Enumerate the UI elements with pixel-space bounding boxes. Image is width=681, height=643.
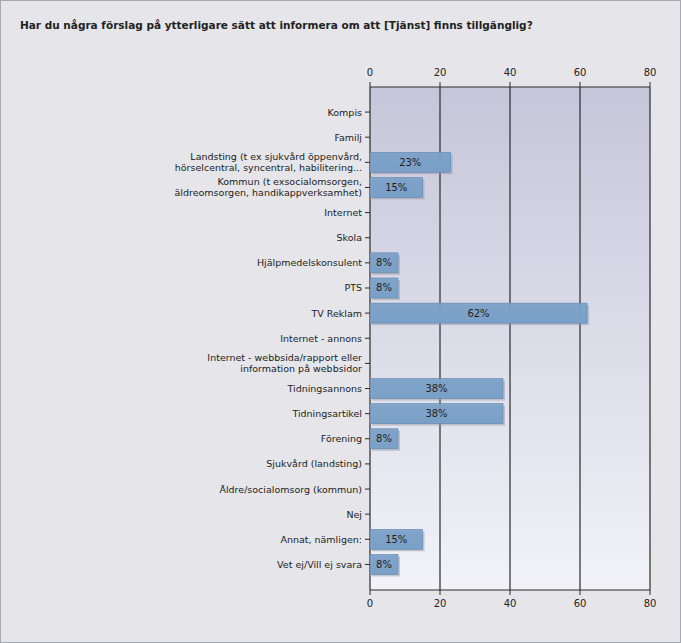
tick-top <box>510 82 511 87</box>
tick-label-top: 40 <box>504 67 517 78</box>
category-tick <box>365 237 370 238</box>
plot-area <box>370 87 650 590</box>
tick-label-bottom: 40 <box>504 598 517 609</box>
category-label: Tidningsannons <box>287 383 363 394</box>
tick-top <box>370 82 371 87</box>
category-tick <box>365 338 370 339</box>
category-label: Familj <box>334 132 362 143</box>
tick-bottom <box>580 590 581 595</box>
category-tick <box>365 388 370 389</box>
data-label: 8% <box>376 559 392 570</box>
chart: Har du några förslag på ytterligare sätt… <box>0 0 681 643</box>
category-label: Internet <box>324 207 362 218</box>
category-tick <box>365 187 370 188</box>
data-label: 15% <box>385 182 407 193</box>
category-tick <box>365 162 370 163</box>
grid-line <box>649 87 650 590</box>
data-label: 62% <box>467 308 489 319</box>
bar <box>370 203 371 223</box>
bar <box>370 529 423 549</box>
bar <box>370 404 503 424</box>
tick-top <box>440 82 441 87</box>
category-label: Hjälpmedelskonsulent <box>257 257 362 268</box>
bar <box>370 328 371 348</box>
grid-line <box>509 87 510 590</box>
data-labels: 23% 15% 8% 8% 62% 38% 38% 8% 15% 8% <box>376 157 490 570</box>
title: Har du några förslag på ytterligare sätt… <box>20 19 533 31</box>
tick-bottom <box>440 590 441 595</box>
category-tick <box>365 287 370 288</box>
tick-bottom <box>650 590 651 595</box>
category-tick <box>365 514 370 515</box>
data-label: 38% <box>425 408 447 419</box>
bar <box>370 127 371 147</box>
category-label: Tidningsartikel <box>291 408 362 419</box>
bar <box>370 102 371 122</box>
data-label: 23% <box>399 157 421 168</box>
category-tick <box>365 212 370 213</box>
category-tick <box>365 539 370 540</box>
tick-label-top: 0 <box>367 67 373 78</box>
category-tick <box>365 564 370 565</box>
category-label: Landsting (t ex sjukvård öppenvård,hörse… <box>175 151 362 173</box>
category-label: TV Reklam <box>310 308 362 319</box>
axis-top <box>370 87 650 88</box>
bar <box>370 228 371 248</box>
bar <box>370 278 398 298</box>
background <box>1 1 681 643</box>
bar <box>370 554 398 574</box>
bar <box>370 504 371 524</box>
category-tick <box>365 112 370 113</box>
category-label: Förening <box>321 433 362 444</box>
bar <box>370 454 371 474</box>
data-label: 8% <box>376 282 392 293</box>
category-tick <box>365 463 370 464</box>
tick-label-bottom: 20 <box>434 598 447 609</box>
tick-top <box>580 82 581 87</box>
bar <box>370 429 398 449</box>
data-label: 8% <box>376 433 392 444</box>
grid-line <box>579 87 580 590</box>
bar <box>370 303 587 323</box>
tick-bottom <box>370 590 371 595</box>
category-tick <box>365 413 370 414</box>
tick-bottom <box>510 590 511 595</box>
category-tick <box>365 363 370 364</box>
tick-label-bottom: 60 <box>574 598 587 609</box>
category-label: Annat, nämligen: <box>280 534 362 545</box>
category-label: Kompis <box>328 107 362 118</box>
category-label: Vet ej/Vill ej svara <box>277 559 362 570</box>
bar <box>370 479 371 499</box>
category-tick <box>365 137 370 138</box>
category-label: PTS <box>344 282 362 293</box>
category-tick <box>365 262 370 263</box>
category-label: Internet - webbsida/rapport ellerinforma… <box>207 352 362 374</box>
tick-label-top: 20 <box>434 67 447 78</box>
bar <box>370 177 423 197</box>
category-label: Nej <box>346 509 362 520</box>
tick-label-top: 80 <box>644 67 657 78</box>
category-label: Skola <box>337 232 362 243</box>
data-label: 15% <box>385 534 407 545</box>
bar <box>370 253 398 273</box>
category-tick <box>365 489 370 490</box>
category-label: Sjukvård (landsting) <box>266 458 362 469</box>
category-label: Kommun (t exsocialomsorgen,äldreomsorgen… <box>175 176 362 198</box>
axis-bottom <box>370 590 650 591</box>
tick-label-top: 60 <box>574 67 587 78</box>
bar <box>370 152 451 172</box>
bar <box>370 353 371 373</box>
bars <box>370 152 589 576</box>
category-label: Internet - annons <box>280 333 362 344</box>
bar <box>370 379 503 399</box>
tick-top <box>650 82 651 87</box>
category-label: Äldre/socialomsorg (kommun) <box>219 484 362 495</box>
category-tick <box>365 438 370 439</box>
tick-label-bottom: 0 <box>367 598 373 609</box>
tick-label-bottom: 80 <box>644 598 657 609</box>
data-label: 38% <box>425 383 447 394</box>
data-label: 8% <box>376 257 392 268</box>
category-tick <box>365 313 370 314</box>
